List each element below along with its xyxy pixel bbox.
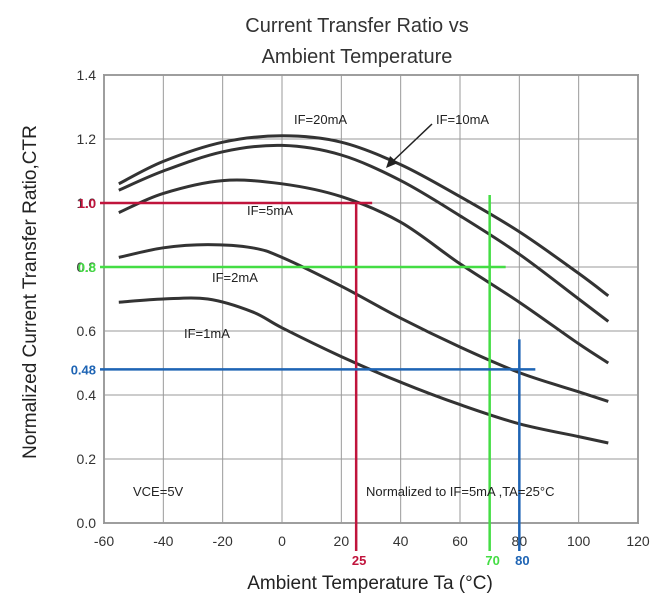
x-axis-label: Ambient Temperature Ta (°C): [247, 573, 493, 594]
y-tick-label: 1.2: [77, 131, 97, 147]
curve-label-if-1ma: IF=1mA: [184, 326, 230, 341]
y-tick-labels: 0.0 0.2 0.4 0.6 0.8 1.0 1.2 1.4: [77, 67, 97, 531]
x-tick-label: 20: [334, 533, 350, 549]
y-tick-label: 0.2: [77, 451, 97, 467]
x-tick-label: 100: [567, 533, 591, 549]
curve-label-pointer-arrowhead: [386, 156, 398, 168]
x-tick-label: -40: [153, 533, 173, 549]
curve-label-if-20ma: IF=20mA: [294, 112, 347, 127]
chart-title-line-2: Ambient Temperature: [262, 46, 453, 68]
curve-label-if-5ma: IF=5mA: [247, 203, 293, 218]
y-axis-label: Normalized Current Transfer Ratio,CTR: [20, 125, 41, 459]
x-tick-label: 0: [278, 533, 286, 549]
annotation-x-label: 25: [352, 553, 366, 568]
curve-label-if-10ma: IF=10mA: [436, 112, 489, 127]
grid-lines: [103, 74, 639, 524]
vce-note: VCE=5V: [133, 484, 184, 499]
y-tick-label: 1.0: [77, 195, 97, 211]
annotation-y-label: 0.8: [78, 260, 96, 275]
annotation-y-label: 0.48: [71, 362, 96, 377]
x-tick-labels: -60-40-20020406080100120: [94, 533, 650, 549]
y-tick-label: 1.4: [77, 67, 97, 83]
annotation-lines: 1.0 25 0.8 70 0.48 80: [71, 195, 536, 568]
normalization-note: Normalized to IF=5mA ,TA=25°C: [366, 484, 554, 499]
chart-title-line-1: Current Transfer Ratio vs: [245, 15, 468, 37]
curve-label-pointer: [391, 123, 433, 163]
annotation-x-label: 70: [485, 553, 499, 568]
x-tick-label: -60: [94, 533, 114, 549]
annotation-y-label: 1.0: [78, 196, 96, 211]
y-tick-label: 0.4: [77, 387, 97, 403]
x-tick-label: 40: [393, 533, 409, 549]
y-tick-label: 0.8: [77, 259, 97, 275]
x-tick-label: -20: [213, 533, 233, 549]
series-line-if-10ma: [118, 143, 610, 323]
x-tick-label: 60: [452, 533, 468, 549]
annotation-x-label: 80: [515, 553, 529, 568]
series-line-if-1ma: [118, 296, 609, 445]
curve-label-if-2ma: IF=2mA: [212, 270, 258, 285]
series-line-if-2ma: [118, 243, 609, 403]
series-lines: [118, 134, 610, 445]
y-tick-label: 0.0: [77, 515, 97, 531]
x-tick-label: 120: [626, 533, 650, 549]
y-tick-label: 0.6: [77, 323, 97, 339]
series-line-if-20ma: [118, 134, 610, 297]
series-line-if-5ma: [118, 178, 610, 365]
